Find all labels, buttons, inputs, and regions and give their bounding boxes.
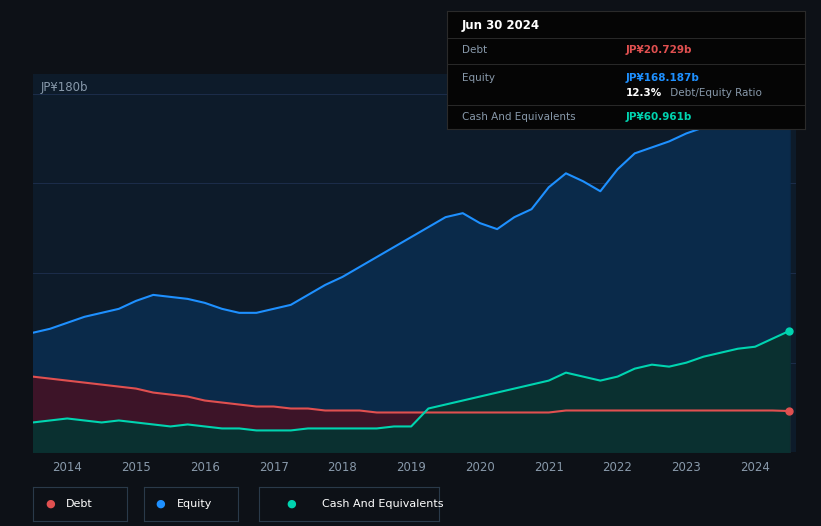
Text: Debt: Debt (461, 45, 487, 55)
Text: JP¥168.187b: JP¥168.187b (626, 73, 699, 83)
Text: Cash And Equivalents: Cash And Equivalents (322, 499, 443, 509)
Text: Jun 30 2024: Jun 30 2024 (461, 19, 540, 33)
Text: 12.3%: 12.3% (626, 88, 663, 98)
Text: Equity: Equity (177, 499, 212, 509)
Text: JP¥0: JP¥0 (40, 436, 66, 448)
Text: JP¥60.961b: JP¥60.961b (626, 112, 692, 122)
Text: Debt/Equity Ratio: Debt/Equity Ratio (667, 88, 762, 98)
Text: JP¥180b: JP¥180b (40, 80, 88, 94)
Text: ●: ● (156, 499, 166, 509)
Text: JP¥20.729b: JP¥20.729b (626, 45, 692, 55)
Text: ●: ● (287, 499, 296, 509)
Text: Equity: Equity (461, 73, 495, 83)
Text: ●: ● (45, 499, 55, 509)
Text: Cash And Equivalents: Cash And Equivalents (461, 112, 576, 122)
Text: Debt: Debt (66, 499, 93, 509)
